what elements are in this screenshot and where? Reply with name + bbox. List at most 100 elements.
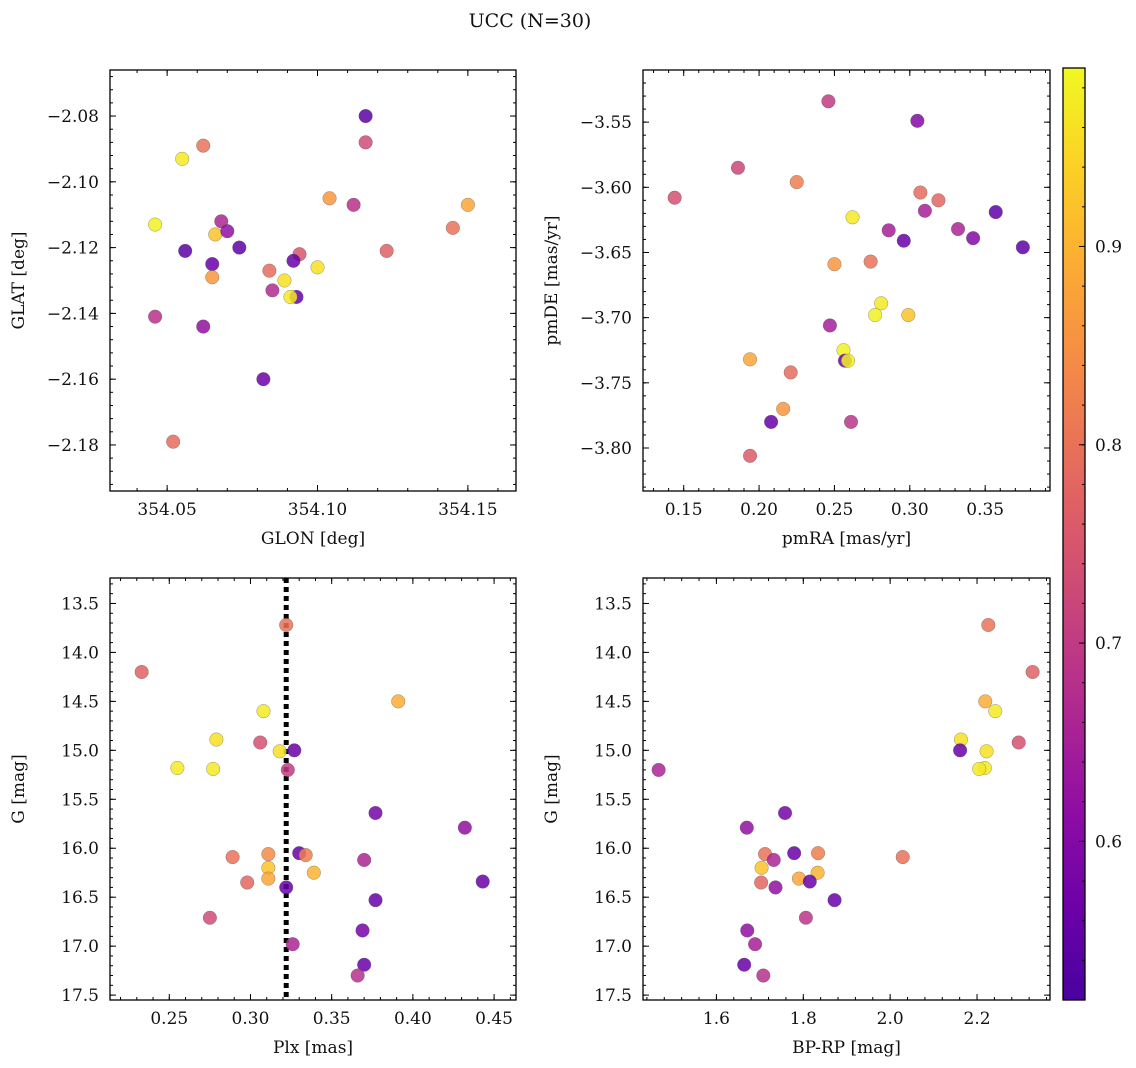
x-tick-label: 0.45 xyxy=(475,1009,513,1029)
scatter-point xyxy=(225,849,240,865)
scatter-point xyxy=(931,193,946,208)
scatter-point xyxy=(196,138,211,153)
scatter-point xyxy=(170,760,185,775)
scatter-point xyxy=(196,319,211,334)
x-tick-label: 0.30 xyxy=(232,1009,270,1029)
panel-plx-g: 0.25 0.30 0.35 0.40 0.45 13.5 14.0 14.5 15.0 15.5… xyxy=(9,577,517,1058)
x-axis-label: GLON [deg] xyxy=(261,529,365,549)
scatter-point xyxy=(981,617,996,633)
scatter-point xyxy=(220,224,235,239)
y-tick-label: 14.5 xyxy=(61,692,99,712)
x-tick-label: 0.20 xyxy=(740,500,778,520)
scatter-point xyxy=(789,175,804,190)
axes-frame xyxy=(642,577,1051,1001)
scatter-point xyxy=(754,860,769,875)
colorbar-tick-label: 0.9 xyxy=(1095,237,1122,257)
y-tick-label: 14.5 xyxy=(594,692,632,712)
colorbar-tick-label: 0.7 xyxy=(1095,634,1122,654)
scatter-point xyxy=(798,910,813,925)
scatter-point xyxy=(148,217,163,232)
y-tick-label: −2.12 xyxy=(47,239,99,259)
scatter-point xyxy=(863,254,878,269)
scatter-point xyxy=(391,694,406,709)
scatter-point xyxy=(742,448,758,463)
scatter-point xyxy=(979,744,994,759)
scatter-point xyxy=(895,849,910,865)
scatter-point xyxy=(1015,240,1030,255)
y-tick-label: −3.60 xyxy=(580,178,632,198)
y-tick-label: −3.65 xyxy=(580,243,632,263)
scatter-point xyxy=(358,108,373,124)
y-tick-label: 15.0 xyxy=(61,741,99,761)
x-axis-label: pmRA [mas/yr] xyxy=(782,529,911,549)
scatter-point xyxy=(256,372,271,387)
scatter-point xyxy=(166,434,181,449)
scatter-point xyxy=(1025,664,1040,680)
scatter-point xyxy=(802,874,817,889)
y-tick-label: 13.5 xyxy=(594,594,632,614)
scatter-point xyxy=(953,743,968,758)
scatter-point xyxy=(322,191,337,206)
scatter-point xyxy=(355,923,370,938)
panel-glon-glat: 354.05 354.10 354.15 −2.18 −2.16 −2.14 −2.12 −2… xyxy=(9,69,517,549)
x-tick-label: 0.35 xyxy=(313,1009,351,1029)
scatter-point xyxy=(346,197,361,212)
scatter-point xyxy=(748,937,763,952)
x-axis-label: BP-RP [mag] xyxy=(792,1038,901,1058)
scatter-point xyxy=(913,185,928,200)
scatter-point xyxy=(651,762,666,777)
y-tick-label: 14.0 xyxy=(61,643,99,663)
scatter-point xyxy=(280,762,295,777)
scatter-point xyxy=(283,289,298,304)
y-axis-label: G [mag] xyxy=(542,754,562,823)
y-tick-label: 17.5 xyxy=(594,986,632,1006)
scatter-point xyxy=(868,307,883,323)
y-tick-label: 17.0 xyxy=(61,937,99,957)
panel-pm: 0.15 0.20 0.25 0.30 0.35 −3.80 −3.75 −3.70 −3.65… xyxy=(542,69,1051,549)
scatter-point xyxy=(737,957,752,972)
scatter-point xyxy=(739,820,754,835)
scatter-point xyxy=(667,190,682,205)
scatter-point xyxy=(240,875,255,890)
scatter-point xyxy=(1011,735,1026,750)
y-tick-label: −3.55 xyxy=(580,113,632,133)
scatter-point xyxy=(287,743,302,758)
x-tick-label: 0.35 xyxy=(966,500,1004,520)
scatter-point xyxy=(840,353,856,368)
axes-frame xyxy=(109,69,517,492)
colorbar-tick-label: 0.6 xyxy=(1095,832,1122,852)
scatter-point xyxy=(950,221,966,237)
axes-frame xyxy=(642,69,1051,492)
scatter-point xyxy=(896,233,911,248)
scatter-point xyxy=(272,744,287,759)
scatter-point xyxy=(298,848,313,863)
scatter-point xyxy=(285,937,300,952)
y-tick-label: 16.0 xyxy=(61,839,99,859)
y-tick-label: −2.14 xyxy=(47,304,99,324)
scatter-point xyxy=(843,414,859,429)
colorbar-gradient xyxy=(1063,68,1085,1000)
y-tick-label: 15.0 xyxy=(594,741,632,761)
scatter-point xyxy=(205,270,220,285)
scatter-point xyxy=(764,414,779,429)
y-axis-label: G [mag] xyxy=(9,754,29,823)
scatter-point xyxy=(261,871,276,886)
scatter-point xyxy=(175,151,190,166)
y-tick-label: −3.70 xyxy=(580,309,632,329)
scatter-point xyxy=(148,309,163,324)
y-tick-label: 14.0 xyxy=(594,643,632,663)
y-tick-label: 16.5 xyxy=(594,888,632,908)
y-tick-label: −3.80 xyxy=(580,439,632,459)
scatter-point xyxy=(460,197,475,212)
scatter-point xyxy=(368,805,383,821)
scatter-point xyxy=(742,352,758,367)
scatter-point xyxy=(209,732,224,747)
y-tick-label: 16.5 xyxy=(61,888,99,908)
scatter-point xyxy=(821,94,836,109)
scatter-point xyxy=(910,113,925,128)
scatter-point xyxy=(134,664,149,680)
x-tick-label: 0.25 xyxy=(150,1009,188,1029)
scatter-point xyxy=(768,880,783,895)
scatter-point xyxy=(358,135,373,150)
